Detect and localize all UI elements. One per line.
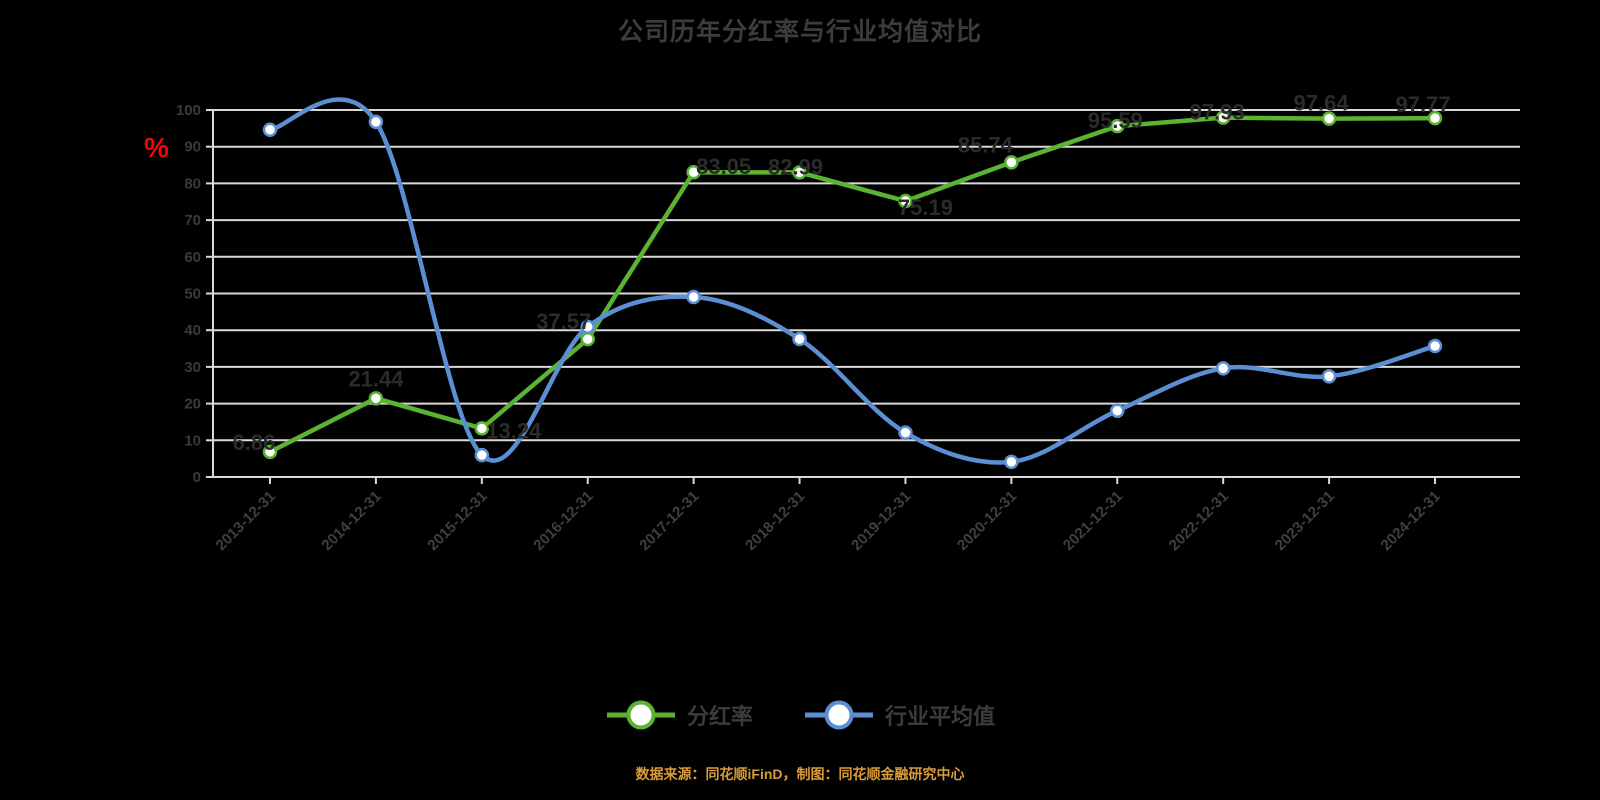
legend-label-series-1: 行业平均值 bbox=[885, 704, 996, 729]
data-point-label: 82.99 bbox=[768, 154, 823, 179]
data-point-marker bbox=[1004, 155, 1019, 170]
data-source-note: 数据来源：同花顺iFinD，制图：同花顺金融研究中心 bbox=[635, 766, 965, 782]
data-point-label: 75.19 bbox=[898, 195, 953, 220]
x-tick-label: 2014-12-31 bbox=[318, 488, 384, 554]
data-point-marker bbox=[368, 391, 384, 406]
x-tick-label: 2022-12-31 bbox=[1166, 488, 1232, 554]
data-point-marker bbox=[1215, 110, 1231, 125]
y-tick-label: 100 bbox=[176, 102, 201, 119]
y-tick-label: 70 bbox=[184, 212, 201, 229]
data-point-label: 37.57 bbox=[536, 309, 591, 334]
x-tick-label: 2017-12-31 bbox=[636, 488, 702, 554]
y-tick-label: 10 bbox=[184, 432, 201, 449]
x-tick-label: 2019-12-31 bbox=[848, 488, 914, 554]
data-point-marker bbox=[474, 447, 490, 463]
data-point-marker bbox=[1215, 361, 1231, 376]
data-point-label: 85.74 bbox=[958, 132, 1014, 157]
legend-marker-green-icon bbox=[606, 700, 675, 730]
x-tick-label: 2021-12-31 bbox=[1060, 488, 1126, 554]
x-tick-label: 2013-12-31 bbox=[213, 488, 279, 554]
data-point-marker bbox=[1321, 111, 1337, 126]
y-tick-label: 20 bbox=[184, 396, 201, 413]
data-point-marker bbox=[474, 421, 490, 436]
x-tick-label: 2024-12-31 bbox=[1378, 488, 1444, 554]
legend-item-series-1: 行业平均值 bbox=[803, 698, 995, 732]
y-axis-unit-label: % bbox=[144, 132, 169, 163]
data-point-marker bbox=[262, 122, 278, 137]
x-tick-label: 2020-12-31 bbox=[954, 488, 1020, 554]
y-tick-label: 90 bbox=[184, 139, 201, 156]
series-line-0 bbox=[267, 115, 1438, 455]
data-point-marker bbox=[1110, 403, 1125, 418]
data-point-label: 97.93 bbox=[1190, 100, 1245, 125]
data-point-marker bbox=[1427, 110, 1443, 126]
data-point-label: 21.44 bbox=[348, 366, 404, 391]
data-point-marker bbox=[792, 165, 807, 180]
chart-title: 公司历年分红率与行业均值对比 bbox=[617, 18, 982, 46]
data-point-label: 13.24 bbox=[486, 418, 542, 443]
data-point-marker bbox=[898, 425, 913, 440]
y-tick-label: 80 bbox=[184, 175, 201, 192]
data-point-marker bbox=[368, 114, 384, 130]
data-point-marker bbox=[792, 331, 807, 347]
data-point-marker bbox=[898, 193, 913, 209]
y-tick-label: 40 bbox=[184, 322, 201, 339]
x-tick-label: 2023-12-31 bbox=[1272, 488, 1338, 554]
series-line-1 bbox=[267, 97, 1438, 465]
legend-item-series-0: 分红率 bbox=[605, 698, 753, 732]
data-point-marker bbox=[686, 289, 701, 305]
y-tick-label: 60 bbox=[184, 249, 201, 266]
data-point-marker bbox=[1004, 454, 1019, 470]
data-point-marker bbox=[1110, 118, 1125, 134]
data-point-label: 97.77 bbox=[1395, 92, 1450, 117]
data-point-marker bbox=[1321, 369, 1337, 384]
legend-label-series-0: 分红率 bbox=[686, 704, 753, 729]
data-point-marker bbox=[262, 444, 278, 460]
data-point-marker bbox=[1427, 338, 1443, 354]
data-point-label: 95.59 bbox=[1088, 108, 1143, 133]
data-point-marker bbox=[580, 319, 595, 335]
x-tick-label: 2018-12-31 bbox=[742, 488, 808, 554]
data-point-label: 6.86 bbox=[233, 430, 276, 455]
data-point-marker bbox=[580, 331, 595, 347]
y-tick-label: 30 bbox=[184, 359, 201, 376]
legend-marker-blue-icon bbox=[805, 700, 873, 730]
legend: 分红率 行业平均值 bbox=[0, 698, 1600, 732]
data-point-marker bbox=[686, 164, 701, 180]
y-tick-label: 50 bbox=[184, 286, 201, 303]
y-tick-label: 0 bbox=[193, 469, 201, 486]
data-point-label: 83.05 bbox=[696, 154, 751, 179]
data-point-label: 97.64 bbox=[1294, 91, 1350, 116]
x-tick-label: 2015-12-31 bbox=[424, 488, 490, 554]
x-tick-label: 2016-12-31 bbox=[530, 488, 596, 554]
